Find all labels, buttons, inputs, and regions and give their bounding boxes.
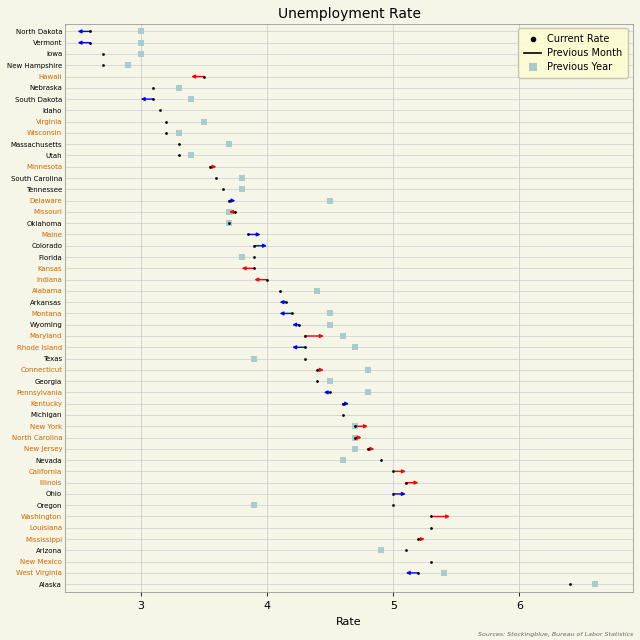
Text: Sources: Stockingblue, Bureau of Labor Statistics: Sources: Stockingblue, Bureau of Labor S… [478, 632, 634, 637]
X-axis label: Rate: Rate [336, 617, 362, 627]
Legend: Current Rate, Previous Month, Previous Year: Current Rate, Previous Month, Previous Y… [518, 28, 628, 78]
Title: Unemployment Rate: Unemployment Rate [278, 7, 420, 21]
